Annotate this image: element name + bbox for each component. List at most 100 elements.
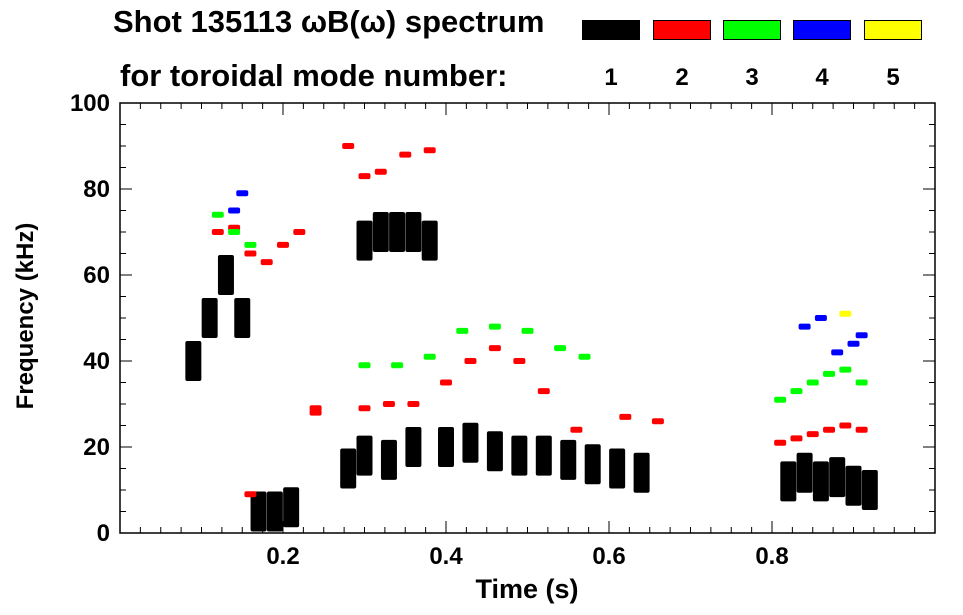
mode-2-point [823,426,836,433]
mode-4-point [228,207,241,214]
axis-ticks [120,102,935,534]
mode-4-point [798,323,811,330]
mode-1-point [438,427,454,467]
mode-4-point [236,190,249,197]
y-tick-label: 80 [83,176,110,203]
mode-1-point [340,448,357,489]
mode-2-point [374,168,387,175]
mode-2-point [407,401,420,407]
mode-1-point [372,212,389,252]
mode-1-point [266,491,283,532]
mode-2-point [277,241,289,248]
mode-1-point [780,461,797,502]
x-axis-label: Time (s) [475,574,578,604]
mode-1-point [356,435,373,476]
mode-1-point [356,220,373,261]
mode-1-point [380,439,397,480]
mode-2-point [399,151,412,158]
mode-3-point [488,323,501,330]
mode-2-point [464,358,477,364]
x-tick-label: 0.8 [755,543,788,570]
data-marks [185,143,878,532]
mode-2-point [342,143,355,149]
mode-3-point [839,366,852,373]
mode-3-point [578,353,591,360]
legend-label-5: 5 [886,64,900,91]
legend-label-2: 2 [675,64,689,91]
mode-3-point [521,327,534,334]
mode-3-point [855,379,868,386]
legend-label-4: 4 [815,64,829,91]
mode-3-point [228,229,241,235]
y-tick-label: 40 [83,348,110,375]
legend-swatch-3 [723,20,781,40]
legend-swatch-5 [864,20,922,40]
legend-swatch-1 [582,20,640,40]
mode-2-point [513,358,526,364]
y-tick-label: 100 [70,90,110,117]
mode-2-point [790,435,803,442]
mode-1-point [250,491,267,532]
mode-1-point [633,452,650,493]
mode-1-point [609,448,626,489]
mode-2-point [244,491,257,498]
y-tick-label: 20 [83,434,110,461]
legend-swatch-4 [793,20,851,40]
mode-2-point [358,405,371,412]
x-tick-label: 0.2 [266,543,299,570]
mode-1-point [421,220,438,261]
mode-2-point [839,422,852,429]
mode-1-point [405,212,422,252]
mode-3-point [391,362,404,369]
mode-1-point [405,427,422,467]
mode-1-point [796,452,813,493]
mode-2-point [293,229,306,235]
mode-2-point [358,173,371,180]
mode-1-point [462,422,479,463]
mode-1-point [185,341,202,381]
mode-1-point [812,461,829,502]
mode-1-point [217,255,234,295]
legend-label-1: 1 [604,64,618,91]
mode-4-point [847,340,860,347]
y-tick-labels: 0 20 40 60 80 100 [70,90,110,547]
mode-1-point [861,470,878,510]
mode-2-point [537,388,550,395]
x-tick-label: 0.6 [592,543,625,570]
x-tick-labels: 0.2 0.4 0.6 0.8 [266,543,788,570]
mode-3-point [358,362,371,369]
mode-2-point [806,431,819,438]
mode-1-point [201,298,218,338]
y-axis-label: Frequency (kHz) [12,223,39,410]
mode-3-point [456,327,469,334]
mode-1-point [560,439,577,480]
mode-3-point [806,379,819,386]
mode-3-point [244,241,257,248]
mode-3-point [774,396,787,403]
mode-2-point [488,345,501,352]
mode-5-point [839,310,852,317]
mode-2-point [211,229,224,235]
chart-subtitle: for toroidal mode number: [120,58,508,93]
chart-title: Shot 135113 ωB(ω) spectrum [113,4,545,39]
y-tick-label: 0 [97,520,110,547]
y-tick-label: 60 [83,262,110,289]
mode-1-point [389,212,406,252]
mode-1-point [234,298,251,338]
mode-4-point [831,349,844,356]
mode-2-point [440,379,452,386]
mode-2-point [423,147,436,154]
mode-3-point [211,211,224,218]
mode-4-point [855,332,868,339]
mode-2-point [309,405,322,412]
mode-2-point [774,439,787,446]
mode-1-point [511,435,528,476]
mode-1-point [535,435,552,476]
mode-2-point [260,259,273,266]
mode-2-point [382,401,395,407]
mode-1-point [283,487,300,528]
mode-3-point [554,345,567,352]
mode-2-point [619,413,632,420]
mode-4-point [814,315,827,321]
